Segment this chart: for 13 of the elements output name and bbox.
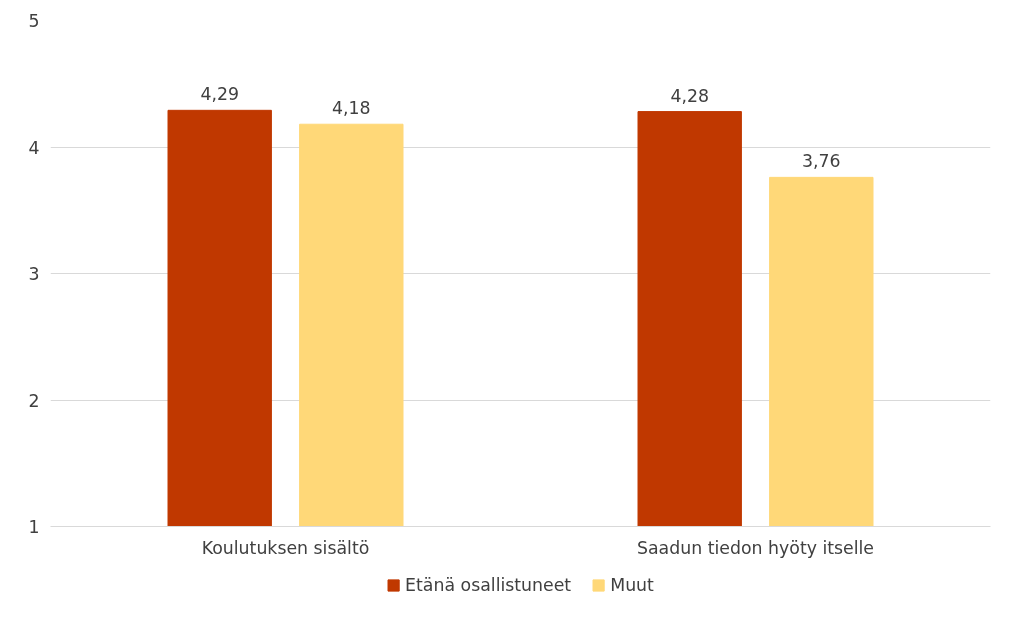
legend-label: Muut <box>610 575 654 595</box>
x-tick-label: Koulutuksen sisältö <box>201 537 370 558</box>
y-tick-label: 2 <box>28 390 40 411</box>
data-label: 3,76 <box>802 151 841 172</box>
y-tick-label: 4 <box>28 137 40 158</box>
x-tick-label: Saadun tiedon hyöty itselle <box>636 537 875 558</box>
data-label: 4,28 <box>670 85 709 106</box>
data-label: 4,18 <box>332 98 371 119</box>
y-tick-label: 3 <box>28 264 40 284</box>
y-tick-label: 5 <box>28 11 40 31</box>
y-tick-label: 1 <box>28 517 40 537</box>
data-label: 4,29 <box>200 84 239 105</box>
legend-label: Etänä osallistuneet <box>405 575 572 595</box>
